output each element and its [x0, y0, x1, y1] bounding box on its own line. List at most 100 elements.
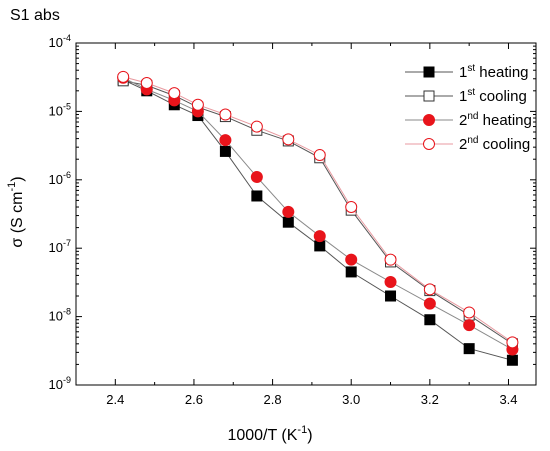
data-point — [219, 108, 232, 121]
series-line — [123, 76, 513, 343]
data-point — [345, 201, 358, 214]
data-point — [140, 77, 153, 90]
legend-item: 1st heating — [405, 63, 529, 81]
data-point — [463, 306, 476, 319]
data-point — [219, 145, 231, 157]
legend-label-suffix: nd — [467, 111, 478, 122]
data-point — [250, 170, 263, 183]
data-point — [314, 240, 326, 252]
y-tick-label: 10-7 — [49, 238, 71, 255]
legend-label-text: cooling — [475, 88, 527, 105]
data-point — [463, 343, 475, 355]
y-tick-base: 10 — [49, 35, 63, 50]
legend-label-text: heating — [478, 112, 531, 129]
x-tick-label: 3.4 — [499, 392, 517, 407]
y-tick-exponent: -5 — [63, 101, 71, 111]
series-line — [123, 80, 513, 345]
y-tick-label: 10-4 — [49, 33, 71, 50]
axes: 2.4 2.6 2.8 3.0 3.2 3.410-910-810-710-610-510… — [49, 33, 537, 407]
y-axis-label-text: σ (S cm — [9, 192, 26, 248]
y-tick-base: 10 — [49, 377, 63, 392]
data-point — [282, 216, 294, 228]
y-tick-exponent: -6 — [63, 170, 71, 180]
chart-title: S1 abs — [10, 7, 60, 24]
legend-label-number: 1 — [459, 64, 467, 81]
y-tick-label: 10-8 — [49, 307, 71, 324]
data-point — [282, 133, 295, 146]
y-tick-exponent: -9 — [63, 375, 71, 385]
series-layer — [117, 70, 519, 366]
legend-label-suffix: nd — [467, 135, 478, 146]
series-line — [122, 77, 513, 350]
y-tick-label: 10-5 — [49, 101, 71, 118]
data-point — [506, 336, 519, 349]
legend-marker — [423, 66, 435, 78]
legend-label-number: 1 — [459, 88, 467, 105]
data-point — [313, 230, 326, 243]
data-point — [423, 297, 436, 310]
x-axis-label-close: ) — [307, 427, 312, 444]
y-tick-exponent: -8 — [63, 307, 71, 317]
x-axis-label-sup: -1 — [297, 424, 307, 436]
series-2 — [117, 75, 518, 350]
legend-label-text: cooling — [478, 136, 530, 153]
data-point — [423, 283, 436, 296]
data-point — [385, 290, 397, 302]
y-tick-base: 10 — [49, 172, 63, 187]
x-tick-label: 2.8 — [264, 392, 282, 407]
data-point — [117, 70, 130, 83]
x-axis-label: 1000/T (K-1) — [227, 424, 312, 444]
x-tick-label: 2.4 — [106, 392, 124, 407]
x-axis-label-text: 1000/T (K — [227, 427, 297, 444]
series-1 — [117, 74, 518, 366]
data-point — [345, 266, 357, 278]
y-tick-label: 10-6 — [49, 170, 71, 187]
y-tick-base: 10 — [49, 240, 63, 255]
legend-label-number: 2 — [459, 136, 467, 153]
data-point — [282, 205, 295, 218]
series-line — [122, 79, 513, 361]
legend-label: 2nd cooling — [459, 135, 530, 153]
legend-label-suffix: st — [467, 63, 475, 74]
data-point — [191, 98, 204, 111]
plot-frame — [75, 42, 537, 386]
x-tick-label: 2.6 — [185, 392, 203, 407]
data-point — [313, 149, 326, 162]
data-point — [345, 253, 358, 266]
data-point — [250, 120, 263, 133]
y-tick-base: 10 — [49, 103, 63, 118]
legend-label-text: heating — [475, 64, 528, 81]
legend-label: 1st cooling — [459, 87, 527, 105]
x-tick-label: 3.2 — [421, 392, 439, 407]
y-axis-label-sup: -1 — [6, 182, 18, 192]
legend-item: 2nd heating — [405, 111, 532, 129]
legend-item: 1st cooling — [405, 87, 527, 105]
data-point — [219, 134, 232, 147]
y-axis-label-close: ) — [9, 176, 26, 181]
legend-label-number: 2 — [459, 112, 467, 129]
legend-label: 2nd heating — [459, 111, 532, 129]
data-point — [384, 276, 397, 289]
y-axis-label: σ (S cm-1) — [6, 176, 26, 247]
data-point — [424, 314, 436, 326]
data-point — [463, 319, 476, 332]
series-4 — [117, 70, 519, 349]
y-tick-exponent: -7 — [63, 238, 71, 248]
data-point — [251, 190, 263, 202]
legend-item: 2nd cooling — [405, 135, 530, 153]
legend-marker — [423, 114, 435, 126]
legend-label: 1st heating — [459, 63, 529, 81]
series-3 — [117, 71, 519, 356]
x-tick-label: 3.0 — [342, 392, 360, 407]
legend-marker — [423, 90, 435, 102]
y-tick-label: 10-9 — [49, 375, 71, 392]
legend-marker — [423, 138, 435, 150]
y-tick-exponent: -4 — [63, 33, 71, 43]
data-point — [168, 87, 181, 100]
y-tick-base: 10 — [49, 309, 63, 324]
data-point — [384, 253, 397, 266]
data-point — [506, 354, 518, 366]
legend-label-suffix: st — [467, 87, 475, 98]
